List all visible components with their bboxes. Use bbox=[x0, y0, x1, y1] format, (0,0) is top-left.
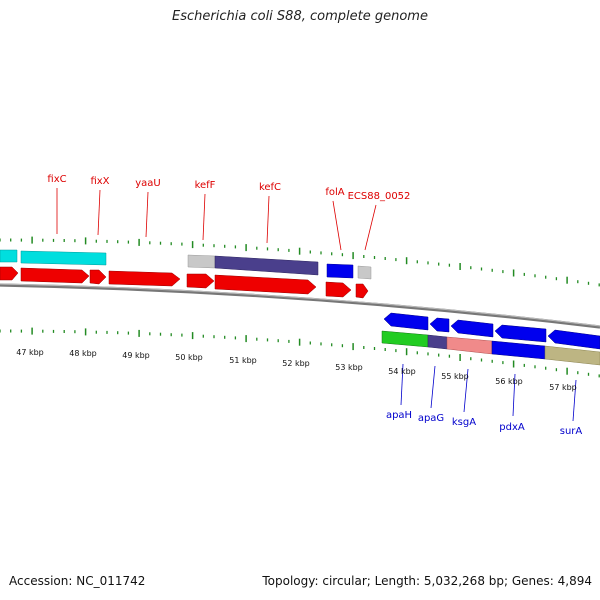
cog-feature bbox=[357, 265, 372, 280]
cds-arrow bbox=[494, 324, 547, 343]
cog-feature bbox=[326, 263, 354, 279]
genome-backbone bbox=[0, 283, 600, 329]
cog-feature-track-reverse bbox=[381, 330, 600, 366]
leader-line bbox=[266, 195, 270, 244]
genome-info-text: Topology: circular; Length: 5,032,268 bp… bbox=[262, 574, 592, 588]
cds-arrow bbox=[383, 312, 429, 331]
cds-arrow bbox=[89, 269, 107, 285]
cds-arrow bbox=[355, 283, 369, 299]
cds-arrow bbox=[186, 273, 215, 289]
kbp-label: 57 kbp bbox=[549, 383, 577, 392]
cds-arrow bbox=[108, 270, 181, 287]
kbp-label: 55 kbp bbox=[441, 372, 469, 381]
cds-track-reverse bbox=[383, 312, 600, 350]
leader-line bbox=[97, 189, 101, 236]
leader-line bbox=[332, 200, 342, 251]
cds-arrow bbox=[0, 266, 19, 281]
kbp-scale-labels: 47 kbp 48 kbp 49 kbp 50 kbp 51 kbp 52 kb… bbox=[16, 348, 577, 392]
gene-label-ksga: ksgA bbox=[452, 417, 476, 428]
gene-labels-forward: fixC fixX yaaU kefF kefC folA ECS88_0052 bbox=[47, 174, 411, 251]
kbp-label: 47 kbp bbox=[16, 348, 44, 357]
gene-label-fixx: fixX bbox=[90, 176, 109, 187]
cds-track-forward bbox=[0, 266, 369, 299]
gene-label-pdxa: pdxA bbox=[499, 422, 525, 433]
cds-arrow bbox=[450, 319, 494, 338]
gene-label-fixc: fixC bbox=[47, 174, 66, 185]
gene-label-apah: apaH bbox=[386, 410, 412, 421]
kbp-label: 54 kbp bbox=[388, 367, 416, 376]
cog-feature bbox=[214, 255, 319, 276]
cds-arrow bbox=[325, 281, 352, 298]
kbp-label: 56 kbp bbox=[495, 377, 523, 386]
kbp-label: 52 kbp bbox=[282, 359, 310, 368]
gene-label-keff: kefF bbox=[195, 180, 216, 191]
gene-label-sura: surA bbox=[560, 426, 583, 437]
gene-label-fola: folA bbox=[325, 187, 344, 198]
leader-line bbox=[364, 204, 377, 251]
genome-backbone-highlight bbox=[0, 283, 600, 327]
gene-label-kefc: kefC bbox=[259, 182, 281, 193]
cds-arrow bbox=[214, 274, 317, 295]
leader-line bbox=[463, 368, 469, 413]
kbp-label: 48 kbp bbox=[69, 349, 97, 358]
lower-tick-track bbox=[0, 327, 600, 378]
gene-labels-reverse: apaH apaG ksgA pdxA surA bbox=[386, 363, 583, 437]
cog-feature bbox=[381, 330, 429, 348]
leader-line bbox=[512, 373, 516, 417]
leader-line bbox=[430, 365, 436, 409]
cog-feature bbox=[0, 249, 18, 263]
cds-arrow bbox=[20, 267, 90, 284]
cog-feature bbox=[20, 250, 107, 266]
gene-label-yaau: yaaU bbox=[135, 178, 161, 189]
cog-feature bbox=[544, 345, 600, 366]
kbp-label: 53 kbp bbox=[335, 363, 363, 372]
cds-arrow bbox=[547, 329, 600, 350]
cog-feature bbox=[187, 254, 216, 269]
cog-feature bbox=[427, 334, 448, 350]
cog-feature-track-forward bbox=[0, 249, 372, 280]
leader-line bbox=[145, 191, 149, 238]
leader-line bbox=[400, 363, 404, 406]
gene-label-apag: apaG bbox=[418, 413, 444, 424]
kbp-label: 51 kbp bbox=[229, 356, 257, 365]
accession-text: Accession: NC_011742 bbox=[9, 574, 146, 588]
cog-feature bbox=[491, 340, 546, 360]
cog-feature bbox=[446, 336, 493, 355]
gene-label-ecs88-0052: ECS88_0052 bbox=[348, 191, 411, 202]
leader-line bbox=[572, 379, 577, 422]
upper-tick-track bbox=[0, 236, 600, 287]
map-title: Escherichia coli S88, complete genome bbox=[172, 9, 428, 24]
cds-arrow bbox=[429, 317, 450, 333]
leader-line bbox=[202, 193, 206, 241]
kbp-label: 50 kbp bbox=[175, 353, 203, 362]
kbp-label: 49 kbp bbox=[122, 351, 150, 360]
